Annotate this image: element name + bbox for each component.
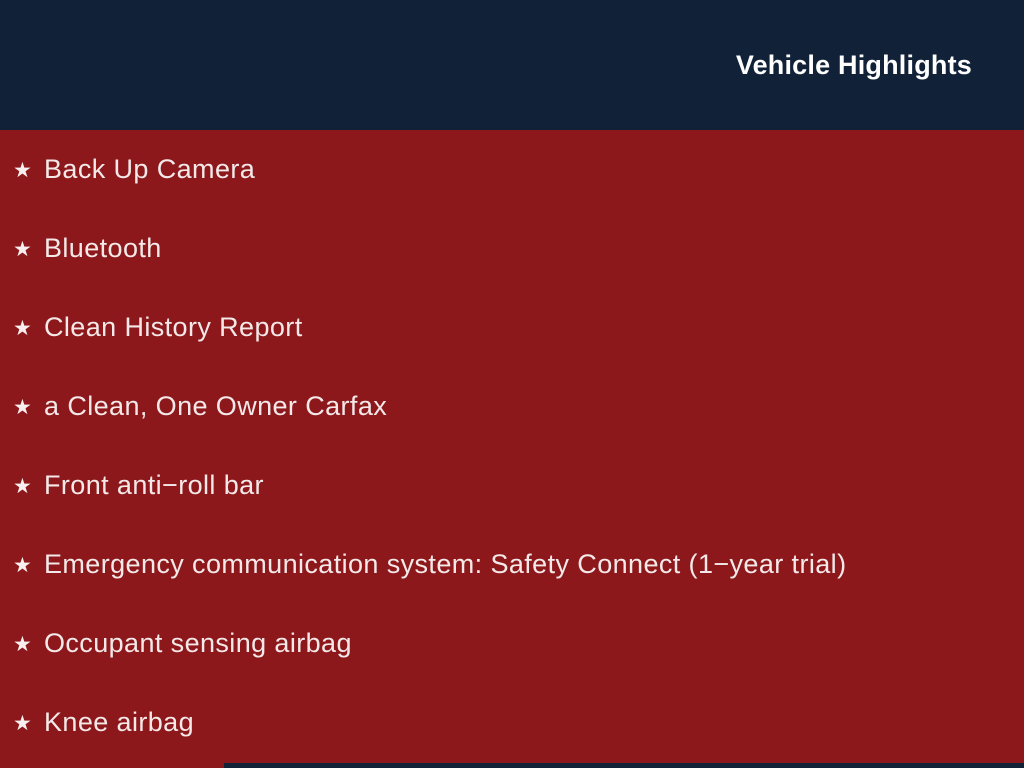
list-item: ★ Front anti−roll bar <box>0 446 1024 525</box>
highlight-label: Occupant sensing airbag <box>44 628 352 658</box>
highlight-label: Back Up Camera <box>44 154 256 184</box>
star-icon: ★ <box>13 317 32 340</box>
highlights-list: ★ Back Up Camera ★ Bluetooth ★ Clean His… <box>0 130 1024 762</box>
footer-bar <box>224 763 1024 768</box>
list-item: ★ Occupant sensing airbag <box>0 604 1024 683</box>
highlight-label: Bluetooth <box>44 233 162 263</box>
list-item: ★ Knee airbag <box>0 683 1024 762</box>
list-item: ★ a Clean, One Owner Carfax <box>0 367 1024 446</box>
star-icon: ★ <box>13 712 32 735</box>
star-icon: ★ <box>13 238 32 261</box>
list-item: ★ Emergency communication system: Safety… <box>0 525 1024 604</box>
star-icon: ★ <box>13 396 32 419</box>
highlight-label: a Clean, One Owner Carfax <box>44 391 388 421</box>
list-item: ★ Bluetooth <box>0 209 1024 288</box>
highlight-label: Emergency communication system: Safety C… <box>44 549 847 579</box>
star-icon: ★ <box>13 159 32 182</box>
list-item: ★ Clean History Report <box>0 288 1024 367</box>
list-item: ★ Back Up Camera <box>0 130 1024 209</box>
header-bar: Vehicle Highlights <box>0 0 1024 130</box>
star-icon: ★ <box>13 554 32 577</box>
highlight-label: Front anti−roll bar <box>44 470 264 500</box>
star-icon: ★ <box>13 633 32 656</box>
highlight-label: Clean History Report <box>44 312 303 342</box>
star-icon: ★ <box>13 475 32 498</box>
page-title: Vehicle Highlights <box>735 49 972 80</box>
highlight-label: Knee airbag <box>44 707 195 737</box>
